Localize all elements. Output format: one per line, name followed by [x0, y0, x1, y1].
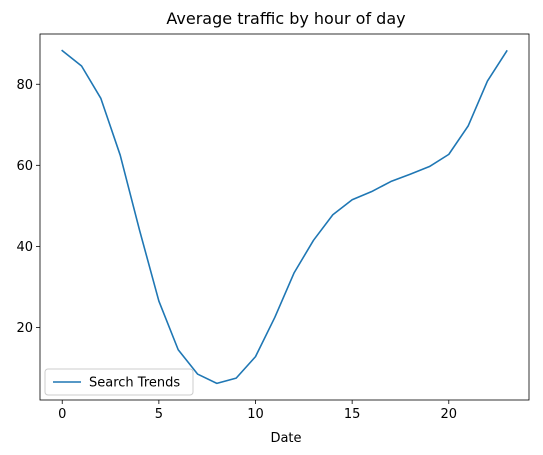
plot-area: 0 5 10 15 20 20 40 60 80	[16, 33, 530, 422]
x-axis-label: Date	[270, 431, 301, 446]
y-tick-label-0: 20	[16, 321, 33, 336]
plot-frame	[39, 33, 530, 401]
x-tick-label-3: 15	[344, 407, 361, 422]
series-line-0	[61, 49, 508, 385]
legend-label-0: Search Trends	[89, 376, 180, 391]
x-tick-label-1: 5	[155, 407, 163, 422]
y-tick-label-3: 80	[16, 78, 33, 93]
y-tick-label-2: 60	[16, 159, 33, 174]
legend: Search Trends	[44, 368, 194, 396]
y-tick-label-1: 40	[16, 240, 33, 255]
x-tick-label-2: 10	[247, 407, 264, 422]
x-tick-label-0: 0	[58, 407, 66, 422]
x-tick-label-4: 20	[441, 407, 458, 422]
legend-box	[44, 368, 194, 396]
chart-title: Average traffic by hour of day	[166, 9, 405, 28]
